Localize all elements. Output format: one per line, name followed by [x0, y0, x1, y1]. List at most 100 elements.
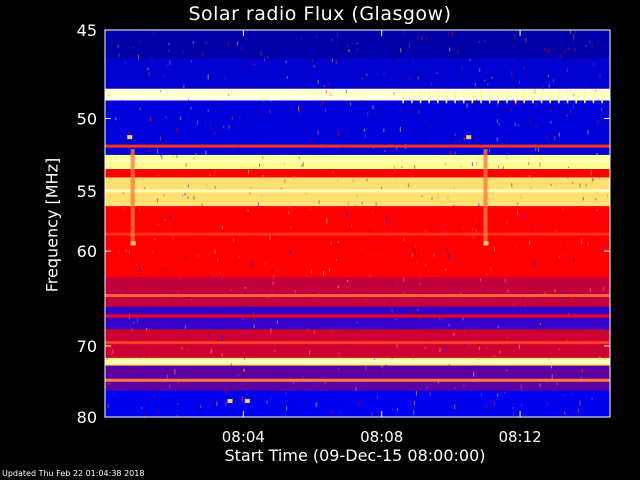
noise-streak [440, 265, 442, 269]
noise-streak [507, 327, 509, 329]
noise-streak [513, 412, 515, 416]
noise-streak [412, 355, 414, 360]
frequency-band [105, 169, 610, 178]
noise-streak [337, 285, 339, 289]
noise-streak [566, 114, 568, 117]
noise-streak [309, 209, 311, 211]
noise-streak [451, 31, 453, 36]
x-tick-label: 08:08 [360, 428, 403, 446]
noise-streak [398, 58, 400, 61]
interference-dash [549, 91, 551, 104]
noise-streak [554, 374, 556, 377]
noise-streak [525, 37, 527, 43]
noise-streak [564, 413, 566, 415]
noise-streak [550, 108, 552, 113]
noise-streak [455, 151, 457, 156]
noise-streak [606, 322, 608, 327]
noise-streak [125, 248, 127, 253]
noise-streak [262, 175, 264, 180]
noise-streak [348, 151, 350, 155]
noise-streak [548, 74, 550, 78]
noise-streak [380, 223, 382, 225]
noise-streak [355, 311, 357, 313]
noise-streak [375, 209, 377, 213]
interference-dash [566, 91, 569, 104]
noise-streak [169, 226, 171, 231]
noise-streak [347, 44, 349, 48]
noise-streak [178, 251, 180, 253]
noise-streak [124, 141, 126, 144]
noise-streak [425, 229, 427, 233]
updated-timestamp: Updated Thu Feb 22 01:04:38 2018 [2, 469, 145, 478]
interference-dash [445, 91, 448, 104]
noise-streak [116, 333, 118, 338]
noise-streak [313, 151, 315, 153]
noise-streak [517, 202, 519, 205]
noise-streak [223, 125, 225, 129]
noise-streak [501, 231, 503, 234]
noise-streak [506, 369, 508, 372]
noise-streak [515, 244, 517, 249]
noise-streak [182, 194, 184, 197]
noise-streak [570, 393, 572, 396]
noise-streak [454, 387, 456, 389]
noise-streak [323, 275, 325, 279]
noise-streak [314, 331, 316, 334]
noise-streak [431, 196, 433, 201]
noise-streak [163, 75, 165, 78]
noise-streak [261, 193, 263, 198]
noise-streak [394, 165, 396, 170]
noise-streak [413, 309, 415, 314]
noise-streak [515, 100, 517, 106]
noise-streak [601, 393, 603, 397]
noise-streak [243, 368, 245, 371]
noise-streak [379, 329, 381, 331]
noise-streak [401, 165, 403, 168]
noise-streak [316, 62, 318, 65]
noise-streak [552, 246, 554, 248]
noise-streak [272, 235, 274, 240]
axes: 45 50 55 60 70 80 08:04 08:08 08:12 [77, 21, 611, 446]
noise-streak [364, 134, 366, 139]
noise-streak [229, 307, 231, 310]
noise-streak [285, 60, 287, 64]
noise-streak [105, 81, 107, 84]
noise-streak [423, 90, 425, 96]
noise-streak [300, 35, 302, 40]
noise-streak [403, 292, 405, 294]
noise-streak [323, 85, 325, 87]
noise-streak [309, 273, 311, 275]
noise-streak [139, 212, 141, 218]
noise-streak [435, 111, 437, 114]
noise-streak [150, 117, 152, 122]
noise-streak [504, 278, 506, 283]
noise-streak [414, 325, 416, 330]
noise-streak [269, 110, 271, 114]
noise-streak [153, 31, 155, 34]
noise-streak [112, 246, 114, 248]
noise-streak [138, 39, 140, 43]
noise-streak [602, 165, 604, 167]
noise-streak [358, 402, 360, 408]
noise-streak [121, 96, 123, 101]
noise-streak [585, 44, 587, 47]
noise-streak [526, 303, 528, 309]
frequency-band [105, 30, 610, 59]
noise-streak [558, 132, 560, 137]
noise-streak [302, 105, 304, 107]
noise-streak [446, 248, 448, 251]
noise-streak [415, 391, 417, 396]
noise-streak [480, 393, 482, 397]
noise-streak [117, 44, 119, 48]
noise-streak [208, 404, 210, 409]
noise-streak [350, 102, 352, 106]
noise-streak [473, 372, 475, 377]
noise-streak [542, 85, 544, 90]
noise-streak [151, 89, 153, 92]
noise-streak [574, 31, 576, 33]
noise-streak [388, 226, 390, 231]
noise-streak [472, 237, 474, 241]
noise-streak [270, 328, 272, 334]
noise-streak [146, 327, 148, 331]
noise-streak [448, 323, 450, 327]
